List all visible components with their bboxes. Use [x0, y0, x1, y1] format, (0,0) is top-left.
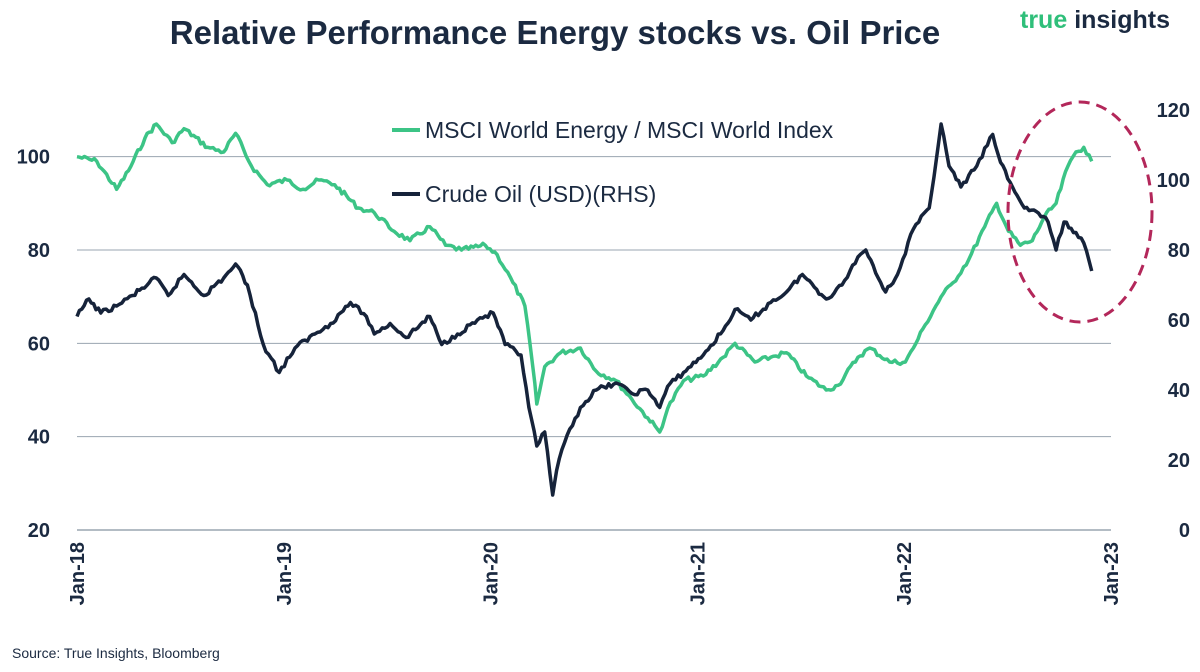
brand-word-1: true: [1020, 6, 1068, 34]
left-axis-tick-label: 60: [28, 333, 50, 355]
right-axis-tick-label: 100: [1157, 170, 1190, 192]
right-axis-tick-labels: 0 20 40 60 80 100 120: [1157, 100, 1190, 542]
gridlines: [77, 156, 1111, 531]
x-axis-tick-label: Jan-22: [894, 542, 916, 605]
series-line-1: [75, 122, 1094, 497]
legend: MSCI World Energy / MSCI World Index Crud…: [392, 117, 834, 207]
left-axis-tick-label: 100: [17, 147, 50, 169]
x-axis-tick-label: Jan-21: [687, 542, 709, 605]
highlight-ellipse: [1006, 100, 1154, 324]
left-axis-tick-labels: 20 40 60 80 100: [17, 147, 50, 542]
right-axis-tick-label: 0: [1179, 520, 1190, 542]
series-lines: [75, 122, 1094, 497]
source-note: Source: True Insights, Bloomberg: [12, 645, 220, 661]
right-axis-tick-label: 80: [1168, 240, 1190, 262]
left-axis-tick-label: 80: [28, 240, 50, 262]
right-axis-tick-label: 60: [1168, 310, 1190, 332]
legend-label-1: Crude Oil (USD)(RHS): [425, 181, 656, 207]
left-axis-tick-label: 40: [28, 427, 50, 449]
brand-logo: true insights: [1020, 6, 1170, 35]
x-axis-tick-label: Jan-19: [274, 542, 296, 605]
right-axis-tick-label: 20: [1168, 450, 1190, 472]
right-axis-tick-label: 40: [1168, 380, 1190, 402]
chart-area: 20 40 60 80 100 0 20 40 60 80 100 120 Jan-18 Jan-19…: [17, 100, 1190, 605]
left-axis-tick-label: 20: [28, 520, 50, 542]
brand-word-2: insights: [1074, 6, 1171, 34]
chart-title: Relative Performance Energy stocks vs. O…: [169, 14, 941, 51]
x-axis-tick-labels: Jan-18 Jan-19 Jan-20 Jan-21 Jan-22 Jan-23: [67, 542, 1123, 605]
legend-label-0: MSCI World Energy / MSCI World Index: [425, 117, 834, 143]
x-axis-tick-label: Jan-23: [1101, 542, 1123, 605]
right-axis-tick-label: 120: [1157, 100, 1190, 122]
x-axis-tick-label: Jan-20: [481, 542, 503, 605]
series-line-0: [76, 122, 1094, 434]
x-axis-tick-label: Jan-18: [67, 542, 89, 605]
